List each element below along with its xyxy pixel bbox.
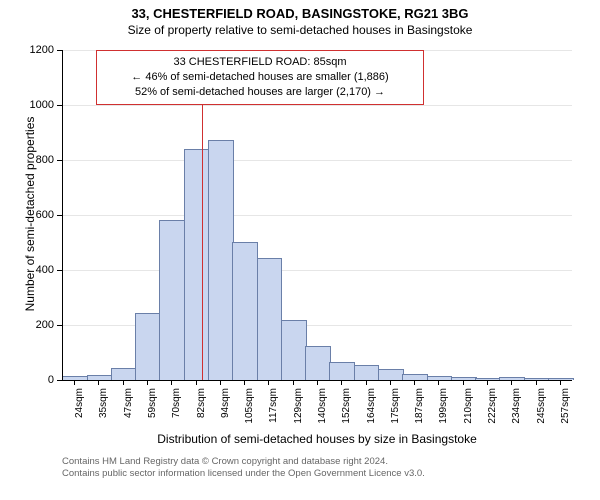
x-tick-label: 152sqm [341,388,352,428]
histogram-bar [184,149,210,380]
x-axis [62,380,572,381]
y-tick-label: 1200 [30,44,54,56]
x-tick-label: 105sqm [244,388,255,428]
histogram-bar [281,320,307,380]
x-tick-label: 94sqm [220,388,231,428]
footer-text: Contains HM Land Registry data © Crown c… [62,456,425,481]
histogram-bar [159,220,185,381]
x-tick-label: 234sqm [511,388,522,428]
chart-container: { "title": "33, CHESTERFIELD ROAD, BASIN… [0,0,600,500]
histogram-bar [378,369,404,380]
histogram-bar [232,242,258,381]
x-tick-label: 82sqm [196,388,207,428]
histogram-bar [111,368,137,380]
grid-line [62,160,572,161]
y-tick-label: 800 [36,154,54,166]
histogram-bar [354,365,380,380]
x-axis-label: Distribution of semi-detached houses by … [62,432,572,446]
x-tick-label: 164sqm [366,388,377,428]
x-tick-label: 175sqm [390,388,401,428]
x-tick-label: 35sqm [98,388,109,428]
x-tick-label: 117sqm [268,388,279,428]
histogram-bar [329,362,355,380]
x-tick-label: 245sqm [536,388,547,428]
y-tick-label: 600 [36,209,54,221]
chart-title: 33, CHESTERFIELD ROAD, BASINGSTOKE, RG21… [0,6,600,21]
x-tick-label: 129sqm [293,388,304,428]
x-tick-label: 210sqm [463,388,474,428]
grid-line [62,270,572,271]
x-tick-label: 59sqm [147,388,158,428]
footer-line-2: Contains public sector information licen… [62,468,425,480]
chart-subtitle: Size of property relative to semi-detach… [0,23,600,37]
y-tick-label: 400 [36,264,54,276]
histogram-bar [257,258,283,380]
x-tick-label: 24sqm [74,388,85,428]
annotation-line-3: 52% of semi-detached houses are larger (… [105,85,415,100]
grid-line [62,215,572,216]
histogram-bar [208,140,234,380]
title-block: 33, CHESTERFIELD ROAD, BASINGSTOKE, RG21… [0,0,600,37]
x-tick-label: 70sqm [171,388,182,428]
y-axis-label: Number of semi-detached properties [23,104,37,324]
histogram-bar [135,313,161,380]
annotation-line-1: 33 CHESTERFIELD ROAD: 85sqm [105,55,415,70]
annotation-box: 33 CHESTERFIELD ROAD: 85sqm ← 46% of sem… [96,50,424,105]
x-tick-label: 140sqm [317,388,328,428]
footer-line-1: Contains HM Land Registry data © Crown c… [62,456,425,468]
grid-line [62,105,572,106]
x-tick-label: 199sqm [438,388,449,428]
x-tick-label: 187sqm [414,388,425,428]
x-tick-label: 257sqm [560,388,571,428]
y-axis [62,50,63,380]
y-tick-label: 200 [36,319,54,331]
x-tick-label: 47sqm [123,388,134,428]
histogram-bar [305,346,331,380]
x-tick-label: 222sqm [487,388,498,428]
annotation-line-2: ← 46% of semi-detached houses are smalle… [105,70,415,85]
y-tick-label: 0 [48,374,54,386]
